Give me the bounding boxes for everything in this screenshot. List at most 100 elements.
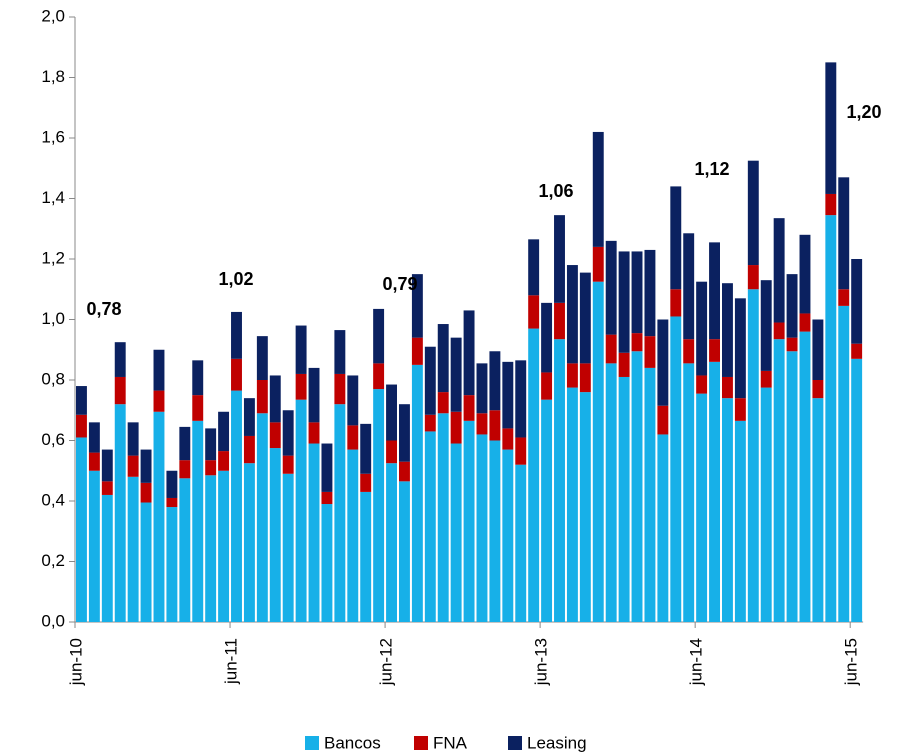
x-tick-label: jun-15 bbox=[842, 638, 861, 686]
bar-segment bbox=[812, 398, 824, 622]
bar-segment bbox=[321, 443, 333, 492]
bar-segment bbox=[825, 193, 837, 216]
bar-segment bbox=[256, 336, 268, 380]
bar-segment bbox=[386, 463, 397, 622]
bar-segment bbox=[450, 443, 462, 622]
bar-segment bbox=[528, 239, 540, 296]
bar-segment bbox=[179, 460, 191, 479]
y-tick-label: 1,2 bbox=[41, 248, 65, 267]
y-tick-label: 0,0 bbox=[41, 611, 65, 630]
annotation: 1,06 bbox=[538, 181, 573, 201]
bar-segment bbox=[747, 289, 759, 622]
bar-segment bbox=[605, 363, 617, 622]
bar-segment bbox=[528, 328, 540, 622]
bar-segment bbox=[243, 463, 255, 622]
bar-segment bbox=[334, 373, 346, 405]
bar-segment bbox=[373, 363, 385, 390]
bar-segment bbox=[114, 376, 126, 405]
bar-segment bbox=[644, 249, 656, 337]
bar-segment bbox=[734, 420, 746, 622]
bar-segment bbox=[424, 346, 436, 415]
legend-label: Bancos bbox=[324, 733, 381, 752]
bar-segment bbox=[243, 398, 255, 436]
bar-segment bbox=[399, 461, 410, 482]
x-tick-label: jun-13 bbox=[532, 638, 551, 686]
bar-segment bbox=[256, 380, 268, 414]
bar-segment bbox=[218, 470, 230, 622]
bar-segment bbox=[838, 305, 850, 622]
bar-segment bbox=[101, 494, 113, 622]
bar-segment bbox=[205, 475, 217, 622]
x-tick-label: jun-11 bbox=[222, 638, 241, 685]
bar-segment bbox=[825, 215, 837, 622]
bar-segment bbox=[321, 491, 333, 505]
bar-segment bbox=[179, 426, 191, 461]
bar-segment bbox=[851, 358, 863, 622]
bar-segment bbox=[773, 218, 785, 323]
bar-segment bbox=[709, 361, 720, 622]
x-tick-label: jun-10 bbox=[66, 638, 85, 686]
bar-segment bbox=[657, 319, 669, 406]
bar-segment bbox=[631, 333, 643, 352]
bar-segment bbox=[541, 302, 553, 373]
bar-segment bbox=[127, 455, 139, 477]
bar-segment bbox=[799, 234, 811, 314]
bar-segment bbox=[424, 431, 436, 622]
bar-segment bbox=[515, 360, 527, 438]
bar-segment bbox=[670, 316, 682, 622]
legend-label: FNA bbox=[433, 733, 468, 752]
bar-segment bbox=[269, 448, 281, 622]
bar-segment bbox=[541, 372, 553, 400]
bar-segment bbox=[618, 251, 630, 353]
bar-segment bbox=[554, 339, 565, 622]
legend-swatch bbox=[414, 736, 428, 750]
bar-segment bbox=[411, 274, 423, 338]
bar-segment bbox=[192, 420, 204, 622]
bar-segment bbox=[76, 414, 87, 438]
bar-segment bbox=[644, 367, 656, 622]
bar-segment bbox=[269, 375, 281, 423]
bar-segment bbox=[696, 375, 708, 394]
bar-segment bbox=[282, 410, 294, 456]
bar-segment bbox=[334, 330, 346, 374]
legend-swatch bbox=[508, 736, 522, 750]
bar-segment bbox=[424, 414, 436, 432]
bar-segment bbox=[437, 413, 449, 622]
y-tick-label: 0,6 bbox=[41, 430, 65, 449]
y-tick-label: 1,6 bbox=[41, 127, 65, 146]
bar-segment bbox=[502, 361, 514, 429]
x-tick-label: jun-14 bbox=[687, 638, 706, 686]
bar-segment bbox=[644, 336, 656, 368]
bar-segment bbox=[579, 363, 591, 393]
y-tick-label: 1,4 bbox=[41, 188, 65, 207]
bar-segment bbox=[579, 272, 591, 364]
annotation: 0,79 bbox=[382, 274, 417, 294]
bar-segment bbox=[566, 387, 578, 622]
bar-segment bbox=[463, 420, 475, 622]
bar-segment bbox=[166, 470, 178, 498]
bar-segment bbox=[515, 464, 527, 622]
bar-segment bbox=[334, 404, 346, 622]
bar-segment bbox=[411, 364, 423, 622]
legend-label: Leasing bbox=[527, 733, 587, 752]
bar-segment bbox=[101, 449, 113, 482]
bar-segment bbox=[347, 449, 359, 622]
bar-segment bbox=[153, 349, 165, 391]
bar-segment bbox=[838, 177, 850, 290]
bar-segment bbox=[773, 322, 785, 340]
bar-segment bbox=[231, 390, 242, 622]
bar-segment bbox=[101, 481, 113, 495]
bar-segment bbox=[709, 339, 720, 362]
bar-segment bbox=[360, 473, 372, 492]
bar-segment bbox=[256, 413, 268, 622]
bar-segment bbox=[683, 233, 695, 340]
bar-segment bbox=[670, 289, 682, 317]
y-tick-label: 0,2 bbox=[41, 551, 65, 570]
bar-segment bbox=[127, 422, 139, 456]
y-tick-label: 0,4 bbox=[41, 490, 65, 509]
bar-segment bbox=[825, 62, 837, 194]
bar-segment bbox=[218, 451, 230, 471]
bar-segment bbox=[734, 398, 746, 421]
bar-segment bbox=[88, 422, 100, 453]
